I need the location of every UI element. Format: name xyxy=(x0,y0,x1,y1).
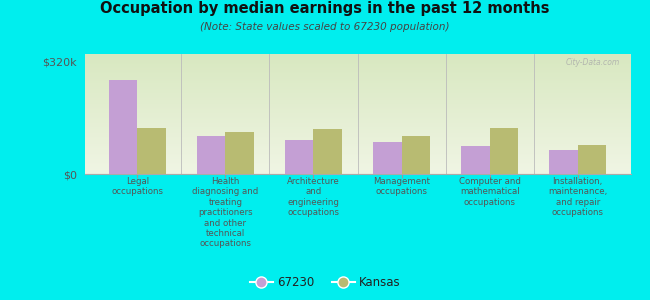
Bar xyxy=(226,132,254,174)
Text: Health
diagnosing and
treating
practitioners
and other
technical
occupations: Health diagnosing and treating practitio… xyxy=(192,177,259,248)
Text: Management
occupations: Management occupations xyxy=(373,177,430,197)
Text: Computer and
mathematical
occupations: Computer and mathematical occupations xyxy=(459,177,521,207)
Text: Architecture
and
engineering
occupations: Architecture and engineering occupations xyxy=(287,177,340,217)
Legend: 67230, Kansas: 67230, Kansas xyxy=(245,272,405,294)
Text: (Note: State values scaled to 67230 population): (Note: State values scaled to 67230 popu… xyxy=(200,22,450,32)
Bar xyxy=(109,80,137,174)
Bar xyxy=(578,145,606,174)
Bar xyxy=(313,129,342,174)
Text: City-Data.com: City-Data.com xyxy=(566,58,619,67)
Bar xyxy=(489,128,518,174)
Text: Installation,
maintenance,
and repair
occupations: Installation, maintenance, and repair oc… xyxy=(548,177,607,217)
Bar xyxy=(285,140,313,174)
Bar xyxy=(373,142,402,174)
Text: Legal
occupations: Legal occupations xyxy=(111,177,163,197)
Bar xyxy=(549,150,578,174)
Bar xyxy=(197,136,226,174)
Bar xyxy=(137,128,166,174)
Bar xyxy=(402,136,430,174)
Text: Occupation by median earnings in the past 12 months: Occupation by median earnings in the pas… xyxy=(100,2,550,16)
Bar xyxy=(462,146,489,174)
